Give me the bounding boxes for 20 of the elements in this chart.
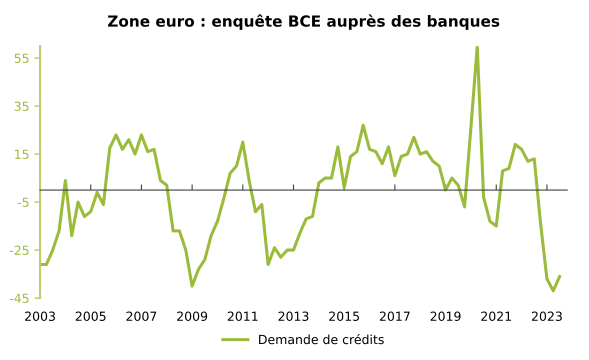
x-tick-label: 2007: [126, 311, 156, 321]
x-tick-label: 2013: [278, 311, 308, 321]
x-tick-label: 2023: [532, 311, 562, 321]
chart-title: Zone euro : enquête BCE auprès des banques: [108, 14, 500, 30]
y-tick-label: -5: [18, 198, 29, 208]
legend-label: Demande de crédits: [259, 334, 384, 344]
x-tick-label: 2003: [25, 311, 55, 321]
x-tick-label: 2017: [380, 311, 410, 321]
line-series: [40, 46, 562, 292]
x-tick-label: 2021: [481, 311, 511, 321]
x-tick-label: 2019: [430, 311, 461, 321]
x-tick-label: 2005: [76, 311, 106, 321]
y-tick-label: 15: [15, 150, 29, 160]
y-tick-label: 55: [14, 54, 29, 64]
x-tick-label: 2009: [177, 311, 208, 321]
x-tick-label: 2011: [228, 311, 258, 321]
x-tick-label: 2015: [329, 311, 359, 321]
y-tick-label: -45: [10, 294, 29, 304]
y-tick-label: -25: [10, 246, 29, 256]
y-tick-label: 35: [14, 102, 29, 112]
